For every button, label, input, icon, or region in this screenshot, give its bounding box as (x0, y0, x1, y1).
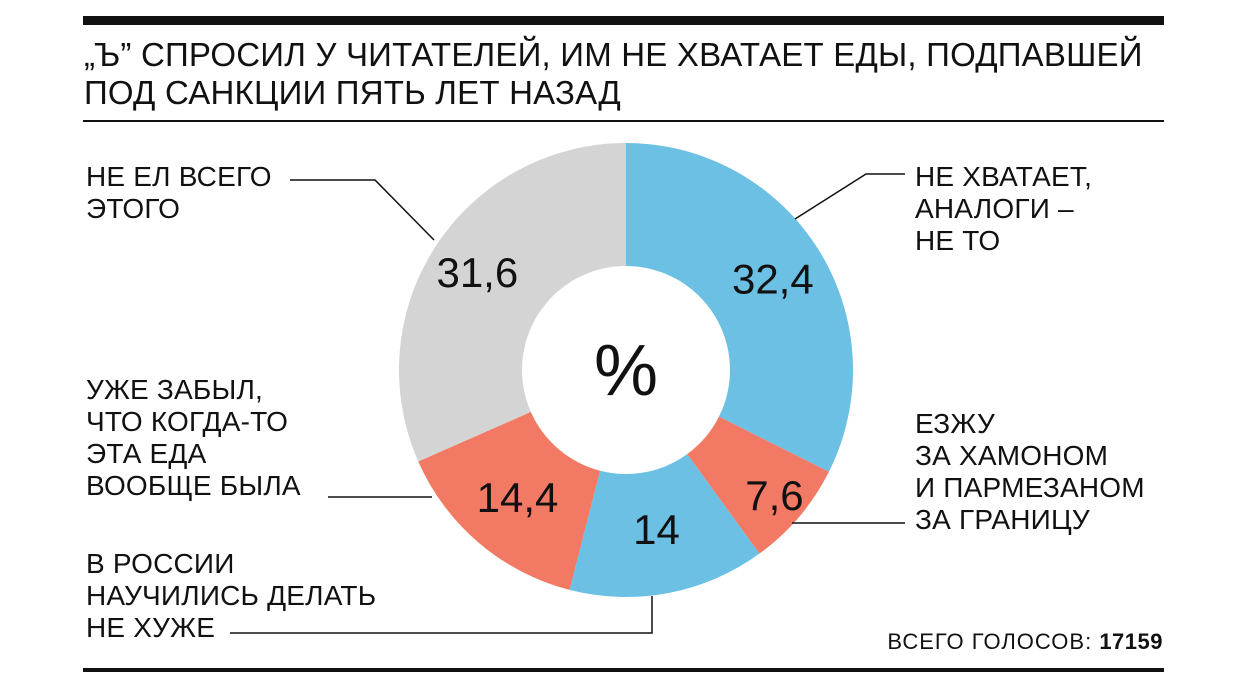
label-line: НЕ ХУЖЕ (86, 612, 216, 643)
title-rule (83, 120, 1164, 122)
chart-title-line-1: „Ъ” СПРОСИЛ У ЧИТАТЕЛЕЙ, ИМ НЕ ХВАТАЕТ Е… (84, 36, 1143, 73)
label-line: НЕ ЕЛ ВСЕГО (86, 161, 272, 192)
label-line: УЖЕ ЗАБЫЛ, (86, 374, 263, 405)
value-label-never-ate: 31,6 (436, 249, 518, 296)
leader-never-ate (290, 179, 435, 241)
label-travel-abroad: ЕЗЖУ ЗА ХАМОНОМ И ПАРМЕЗАНОМ ЗА ГРАНИЦУ (915, 408, 1145, 536)
slice-never-ate (399, 143, 626, 462)
top-rule (83, 16, 1164, 25)
label-line: ЭТОГО (86, 193, 181, 224)
chart-title-line-2: ПОД САНКЦИИ ПЯТЬ ЛЕТ НАЗАД (84, 74, 621, 111)
total-votes: ВСЕГО ГОЛОСОВ: 17159 (887, 629, 1163, 655)
label-line: ЗА ГРАНИЦУ (915, 504, 1090, 535)
slice-travel-abroad (687, 416, 829, 554)
label-not-enough: НЕ ХВАТАЕТ, АНАЛОГИ – НЕ ТО (915, 161, 1092, 257)
label-line: И ПАРМЕЗАНОМ (915, 472, 1145, 503)
value-label-travel-abroad: 7,6 (745, 472, 803, 519)
label-line: НЕ ХВАТАЕТ, (915, 161, 1093, 192)
total-votes-value: 17159 (1099, 629, 1163, 654)
label-line: ВООБЩЕ БЫЛА (86, 470, 301, 501)
center-percent-label: % (594, 331, 658, 411)
chart-title: „Ъ” СПРОСИЛ У ЧИТАТЕЛЕЙ, ИМ НЕ ХВАТАЕТ Е… (84, 36, 1164, 112)
slice-not-enough (626, 143, 853, 472)
label-line: ЗА ХАМОНОМ (915, 440, 1109, 471)
total-votes-label: ВСЕГО ГОЛОСОВ: (887, 629, 1093, 654)
value-label-russia-learned: 14 (633, 506, 680, 553)
label-line: НЕ ТО (915, 225, 1001, 256)
label-line: АНАЛОГИ – (915, 193, 1074, 224)
label-line: ЕЗЖУ (915, 408, 996, 439)
slice-russia-learned (569, 454, 760, 597)
value-label-forgot: 14,4 (477, 474, 559, 521)
bottom-rule (83, 668, 1164, 672)
label-line: ЭТА ЕДА (86, 438, 207, 469)
label-line: НАУЧИЛИСЬ ДЕЛАТЬ (86, 580, 377, 611)
label-forgot: УЖЕ ЗАБЫЛ, ЧТО КОГДА-ТО ЭТА ЕДА ВООБЩЕ Б… (86, 374, 301, 502)
label-russia-learned: В РОССИИ НАУЧИЛИСЬ ДЕЛАТЬ НЕ ХУЖЕ (86, 548, 376, 644)
slice-forgot (418, 411, 601, 590)
label-line: В РОССИИ (86, 548, 235, 579)
leader-not-enough (794, 173, 905, 220)
label-line: ЧТО КОГДА-ТО (86, 406, 289, 437)
leader-russia-learned (230, 596, 653, 634)
value-label-not-enough: 32,4 (732, 255, 814, 302)
label-never-ate: НЕ ЕЛ ВСЕГО ЭТОГО (86, 161, 272, 225)
